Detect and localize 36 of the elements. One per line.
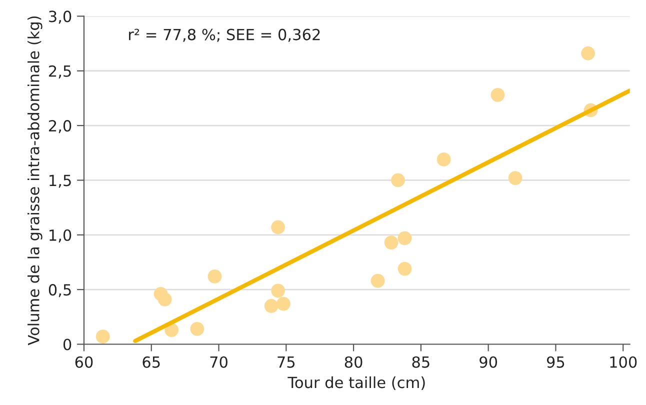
point <box>370 274 385 288</box>
x-axis-title: Tour de taille (cm) <box>288 376 425 390</box>
point <box>208 270 222 284</box>
x-tick-label: 100 <box>610 356 637 368</box>
x-tick-label: 90 <box>480 356 498 368</box>
point <box>158 292 172 306</box>
x-tick-label: 75 <box>278 356 295 368</box>
point <box>398 262 412 276</box>
y-tick-label: 0,5 <box>48 284 71 298</box>
point <box>190 322 204 336</box>
x-tick-label: 80 <box>344 356 362 368</box>
y-tick-label: 1,0 <box>50 229 72 242</box>
y-tick-label: 1,5 <box>50 174 71 188</box>
point <box>391 173 405 188</box>
point <box>271 284 286 298</box>
y-tick-label: 2,5 <box>49 65 71 78</box>
point <box>384 236 398 250</box>
x-tick-label: 70 <box>210 356 228 368</box>
annotation: r² = 77,8 %; SEE = 0,362 <box>129 28 320 42</box>
y-tick-label: 0 <box>63 338 72 350</box>
point <box>581 46 596 60</box>
point <box>508 171 522 185</box>
point <box>436 152 451 166</box>
point <box>276 296 290 311</box>
point <box>271 220 286 234</box>
x-tick-label: 65 <box>142 356 160 368</box>
point <box>264 299 278 313</box>
y-axis-title: Volume de la graisse intra-abdominale (kg) <box>28 16 42 346</box>
x-tick-label: 95 <box>546 356 564 368</box>
x-tick-label: 85 <box>412 356 430 368</box>
y-tick-label: 2,0 <box>49 120 72 134</box>
point <box>398 231 412 246</box>
x-tick-label: 60 <box>75 356 93 368</box>
y-tick-label: 3,0 <box>49 10 72 24</box>
point <box>490 88 505 102</box>
point <box>96 330 110 344</box>
